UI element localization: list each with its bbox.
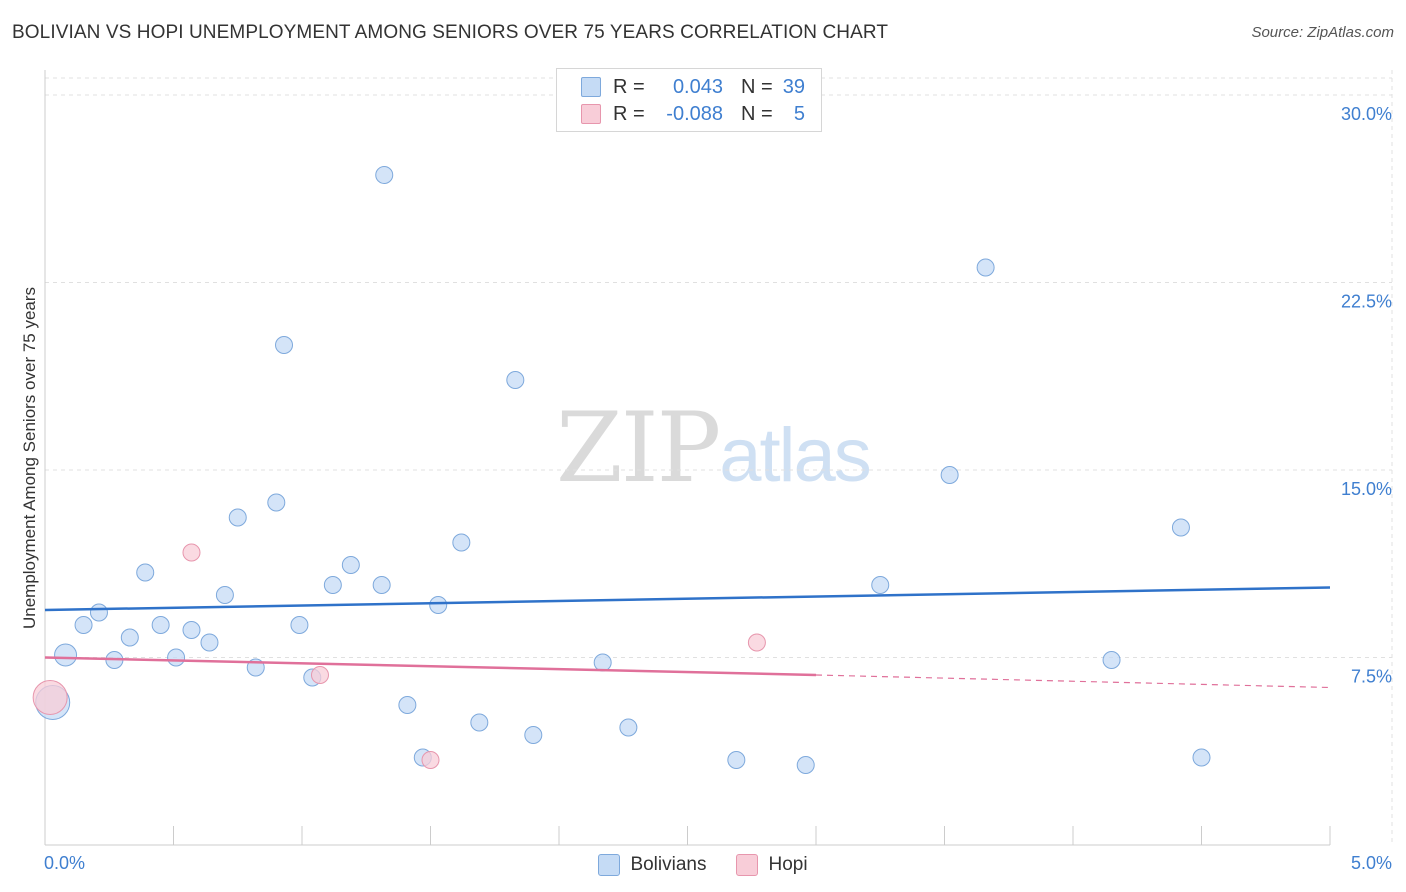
bolivian-point — [151, 616, 170, 634]
bolivian-point — [167, 648, 186, 667]
y-tick-label: 15.0% — [1341, 479, 1392, 499]
legend-n-label: N = — [741, 75, 773, 98]
bolivian-point — [182, 621, 201, 639]
hopi-trend-line — [44, 656, 817, 677]
bolivian-point — [54, 643, 78, 667]
stats-legend: R = 0.043 N = 39 R = -0.088 N = 5 — [556, 68, 822, 132]
y-tick-label: 30.0% — [1341, 104, 1392, 124]
legend-label-bolivians: Bolivians — [630, 854, 707, 875]
hopi-point — [310, 666, 329, 684]
legend-row-bolivians: R = 0.043 N = 39 — [581, 74, 805, 100]
legend-n-value: 39 — [782, 75, 805, 98]
legend-n-value: 5 — [793, 102, 805, 125]
bolivian-point — [290, 616, 309, 634]
bolivian-point — [375, 166, 394, 184]
legend-r-label: R = — [613, 75, 645, 98]
bolivian-point — [976, 258, 995, 277]
bolivian-trend-line — [44, 586, 1331, 612]
bolivian-point — [1171, 518, 1190, 537]
y-tick-label: 22.5% — [1341, 292, 1392, 312]
bolivian-point — [452, 533, 471, 552]
legend-n-label: N = — [741, 102, 773, 125]
bolivian-point — [120, 628, 139, 647]
bolivian-point — [215, 586, 234, 604]
bolivian-point — [341, 556, 360, 574]
legend-label-hopi: Hopi — [768, 854, 808, 875]
bolivian-point — [470, 713, 489, 732]
bolivian-point — [1102, 651, 1121, 669]
bolivian-point — [727, 751, 746, 769]
bolivian-point — [136, 563, 155, 582]
bolivian-point — [228, 508, 247, 527]
bolivian-point — [871, 576, 890, 594]
hopi-point — [32, 680, 68, 715]
bolivian-point — [372, 576, 391, 594]
legend-r-value: 0.043 — [672, 75, 723, 98]
series-legend: Bolivians Hopi — [0, 852, 1406, 878]
bolivian-point — [619, 718, 638, 737]
y-tick-label: 7.5% — [1351, 667, 1392, 687]
bolivian-point — [267, 493, 286, 512]
bolivian-point — [429, 596, 448, 614]
bolivian-point — [398, 696, 417, 714]
hopi-trend-extension — [815, 674, 1331, 689]
bolivian-point — [275, 336, 294, 354]
bolivian-point — [593, 653, 612, 672]
bolivian-point — [89, 603, 108, 622]
legend-item-hopi[interactable]: Hopi — [736, 854, 808, 876]
legend-item-bolivians[interactable]: Bolivians — [598, 854, 706, 876]
hopi-point — [747, 633, 766, 652]
hopi-point — [421, 751, 440, 769]
hopi-point — [182, 543, 201, 562]
bolivian-point — [506, 371, 525, 389]
x-tick-label: 5.0% — [1351, 853, 1392, 873]
bolivian-point — [1192, 748, 1211, 767]
bolivian-point — [74, 616, 93, 634]
bolivian-point — [940, 466, 959, 484]
watermark: ZIPatlas — [556, 392, 872, 504]
x-tick-label: 0.0% — [44, 853, 85, 873]
source-label: Source: ZipAtlas.com — [1251, 24, 1394, 41]
chart-title: BOLIVIAN VS HOPI UNEMPLOYMENT AMONG SENI… — [12, 22, 889, 43]
bolivian-point — [323, 576, 342, 594]
legend-r-label: R = — [613, 102, 645, 125]
legend-row-hopi: R = -0.088 N = 5 — [581, 101, 805, 127]
legend-swatch-bolivians — [581, 77, 601, 97]
legend-swatch-hopi — [581, 104, 601, 124]
bolivian-point — [796, 756, 815, 774]
bolivian-point — [524, 726, 543, 744]
legend-swatch-bolivians — [598, 854, 621, 876]
legend-swatch-hopi — [736, 854, 759, 876]
legend-r-value: -0.088 — [666, 102, 723, 125]
bolivian-point — [200, 633, 219, 652]
